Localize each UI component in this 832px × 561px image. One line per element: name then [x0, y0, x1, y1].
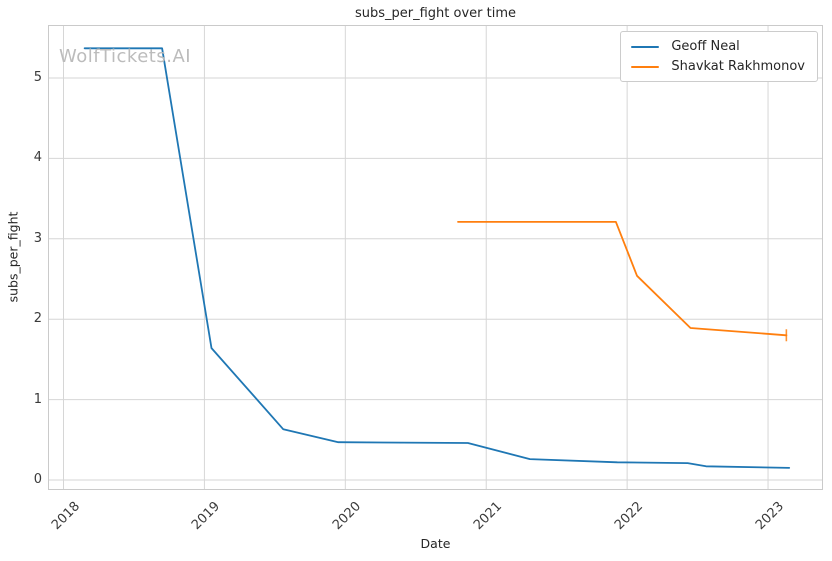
- legend-item-shavkat-rakhmonov: Shavkat Rakhmonov: [631, 59, 805, 74]
- axes-border: [48, 25, 823, 490]
- y-tick-label: 5: [33, 70, 42, 86]
- x-tick-label: 2021: [471, 498, 506, 534]
- legend-line-swatch-blue: [631, 45, 660, 48]
- chart-title: subs_per_fight over time: [354, 6, 517, 21]
- plot-area: WolfTickets.AI Geoff Neal Shavkat Rakhmo…: [48, 25, 823, 490]
- legend: Geoff Neal Shavkat Rakhmonov: [620, 31, 818, 82]
- series-line-shavkat-rakhmonov: [457, 220, 788, 337]
- y-tick-label: 4: [33, 150, 42, 166]
- x-axis-label: Date: [420, 536, 451, 551]
- x-tick-label: 2022: [612, 498, 647, 534]
- y-tick-label: 2: [33, 311, 42, 327]
- plot-canvas: [48, 25, 823, 490]
- x-tick-label: 2023: [753, 498, 788, 534]
- y-axis-label: subs_per_fight: [5, 211, 21, 303]
- y-tick-label: 0: [33, 471, 42, 487]
- legend-label: Shavkat Rakhmonov: [671, 59, 805, 74]
- x-tick-label: 2019: [189, 498, 224, 534]
- x-tick-label: 2018: [48, 498, 83, 534]
- legend-line-swatch-orange: [631, 65, 660, 68]
- series-line-geoff-neal: [83, 47, 791, 469]
- legend-item-geoff-neal: Geoff Neal: [631, 39, 805, 54]
- y-tick-label: 1: [33, 391, 42, 407]
- legend-label: Geoff Neal: [671, 39, 740, 54]
- x-tick-label: 2020: [330, 498, 365, 534]
